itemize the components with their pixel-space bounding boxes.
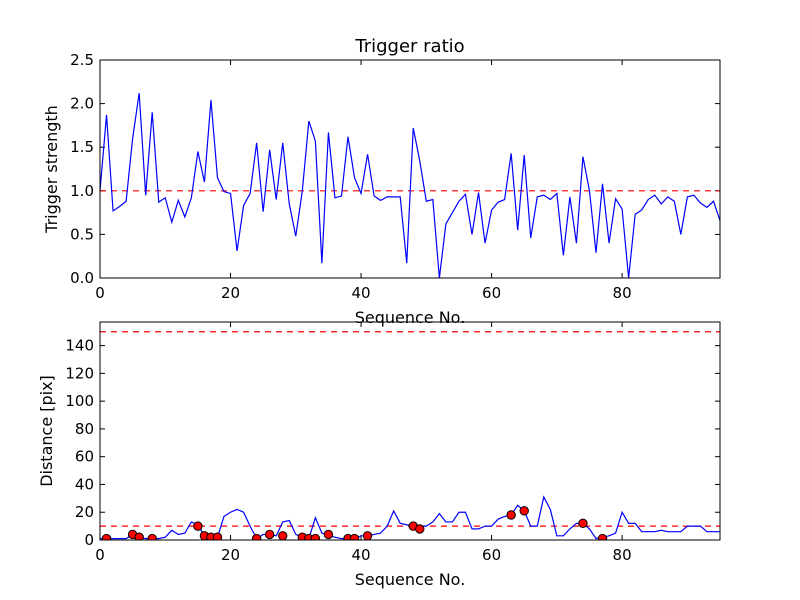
top-ticks: 0 20 40 60 80 0.0 0.5 1.0 1.5 2.0 2.5: [70, 51, 720, 302]
x-tick-label: 40: [352, 284, 371, 302]
bottom-y-axis-label: Distance [pix]: [37, 375, 56, 487]
bottom-ticks: 0 20 40 60 80 0 20 40 60 80 100 120 140: [65, 322, 720, 564]
data-marker: [349, 533, 360, 540]
top-axes-frame: [99, 59, 721, 279]
x-tick-label: 80: [613, 546, 632, 564]
data-marker: [278, 531, 288, 540]
y-tick-label: 1.0: [70, 182, 94, 200]
x-tick-label: 60: [482, 546, 501, 564]
x-tick-label: 60: [482, 284, 501, 302]
x-tick-label: 0: [95, 284, 105, 302]
data-marker: [251, 533, 262, 540]
data-marker: [310, 533, 321, 540]
y-tick-label: 0: [84, 531, 94, 549]
data-marker: [362, 531, 373, 540]
data-marker: [134, 532, 144, 540]
y-tick-label: 1.5: [70, 138, 94, 156]
y-tick-label: 100: [65, 392, 94, 410]
y-tick-label: 40: [75, 475, 94, 493]
data-marker: [415, 524, 425, 534]
data-marker: [147, 533, 157, 540]
y-tick-label: 60: [75, 448, 94, 466]
y-tick-label: 120: [65, 364, 94, 382]
data-marker: [578, 518, 588, 529]
top-plot-area: [100, 93, 720, 278]
x-tick-label: 0: [95, 546, 105, 564]
top-y-axis-label: Trigger strength: [42, 105, 61, 234]
data-marker: [212, 532, 223, 540]
y-tick-label: 2.5: [70, 51, 94, 69]
data-marker: [597, 533, 608, 540]
data-marker: [193, 521, 203, 531]
y-tick-label: 20: [75, 503, 94, 521]
data-marker: [519, 506, 529, 516]
series-line: [100, 93, 720, 278]
x-tick-label: 40: [352, 546, 371, 564]
x-tick-label: 20: [221, 284, 240, 302]
bottom-x-axis-label: Sequence No.: [355, 570, 466, 589]
bottom-plot-area: [100, 331, 720, 540]
y-tick-label: 0.5: [70, 225, 94, 243]
x-tick-label: 80: [613, 284, 632, 302]
chart-title: Trigger ratio: [354, 36, 464, 57]
bottom-axes-frame: [99, 321, 721, 541]
y-tick-label: 0.0: [70, 269, 94, 287]
distance-panel: 0 20 40 60 80 0 20 40 60 80 100 120 140 Sequence No.…: [37, 321, 721, 589]
y-tick-label: 80: [75, 420, 94, 438]
data-marker: [101, 533, 112, 540]
data-marker: [264, 529, 275, 540]
y-tick-label: 140: [65, 337, 94, 355]
top-x-axis-label: Sequence No.: [355, 308, 466, 327]
x-tick-label: 20: [221, 546, 240, 564]
y-tick-label: 2.0: [70, 95, 94, 113]
data-marker: [323, 529, 334, 540]
data-marker: [506, 510, 516, 520]
